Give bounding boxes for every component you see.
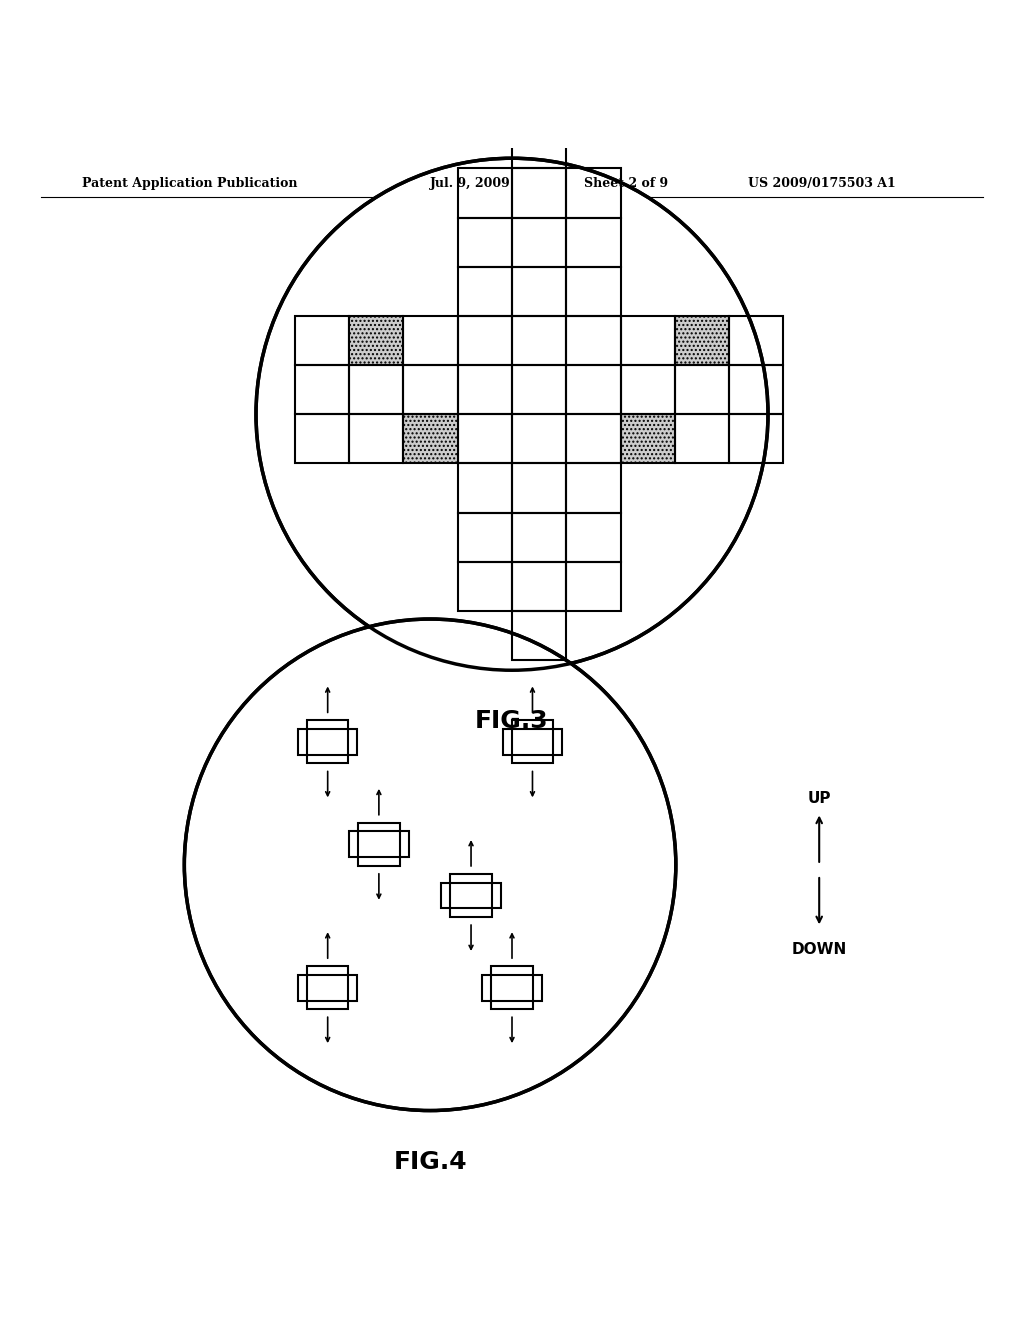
Bar [295, 366, 349, 414]
Bar [298, 729, 357, 755]
Bar [451, 874, 492, 917]
Bar [566, 512, 621, 562]
Bar [512, 463, 566, 512]
Bar [458, 562, 512, 611]
Bar [675, 315, 729, 366]
Bar [458, 169, 512, 218]
Bar [307, 966, 348, 1010]
Bar [403, 366, 458, 414]
Bar [458, 414, 512, 463]
Bar [512, 218, 566, 267]
Bar [441, 883, 501, 908]
Text: DOWN: DOWN [792, 942, 847, 957]
Text: Jul. 9, 2009: Jul. 9, 2009 [430, 177, 511, 190]
Bar [675, 414, 729, 463]
Bar [621, 414, 675, 463]
Bar [566, 218, 621, 267]
Bar [566, 463, 621, 512]
Bar [566, 562, 621, 611]
Bar [349, 366, 403, 414]
Circle shape [184, 619, 676, 1110]
Bar [403, 414, 458, 463]
Bar [566, 366, 621, 414]
Bar [512, 611, 566, 660]
Bar [492, 966, 532, 1010]
Bar [566, 169, 621, 218]
Bar [349, 414, 403, 463]
Bar [566, 414, 621, 463]
Bar [349, 315, 403, 366]
Bar [458, 512, 512, 562]
Bar [403, 315, 458, 366]
Text: FIG.4: FIG.4 [393, 1150, 467, 1173]
Bar [295, 414, 349, 463]
Bar [482, 974, 542, 1001]
Bar [621, 315, 675, 366]
Text: FIG.3: FIG.3 [475, 709, 549, 734]
Bar [512, 366, 566, 414]
Bar [729, 414, 783, 463]
Text: Patent Application Publication: Patent Application Publication [82, 177, 297, 190]
Bar [512, 562, 566, 611]
Bar [729, 315, 783, 366]
Bar [458, 218, 512, 267]
Bar [566, 315, 621, 366]
Bar [295, 315, 349, 366]
Bar [512, 721, 553, 763]
Bar [512, 512, 566, 562]
Bar [512, 169, 566, 218]
Text: UP: UP [808, 791, 830, 805]
Bar [566, 267, 621, 315]
Bar [307, 721, 348, 763]
Bar [512, 315, 566, 366]
Bar [349, 832, 409, 857]
Bar [512, 267, 566, 315]
Bar [458, 366, 512, 414]
Bar [729, 366, 783, 414]
Text: US 2009/0175503 A1: US 2009/0175503 A1 [748, 177, 895, 190]
Bar [675, 366, 729, 414]
Bar [512, 414, 566, 463]
Bar [458, 315, 512, 366]
Bar [621, 366, 675, 414]
Bar [298, 974, 357, 1001]
Circle shape [256, 158, 768, 671]
Bar [512, 119, 566, 169]
Bar [458, 267, 512, 315]
Text: Sheet 2 of 9: Sheet 2 of 9 [584, 177, 668, 190]
Bar [358, 822, 399, 866]
Bar [458, 463, 512, 512]
Bar [503, 729, 562, 755]
